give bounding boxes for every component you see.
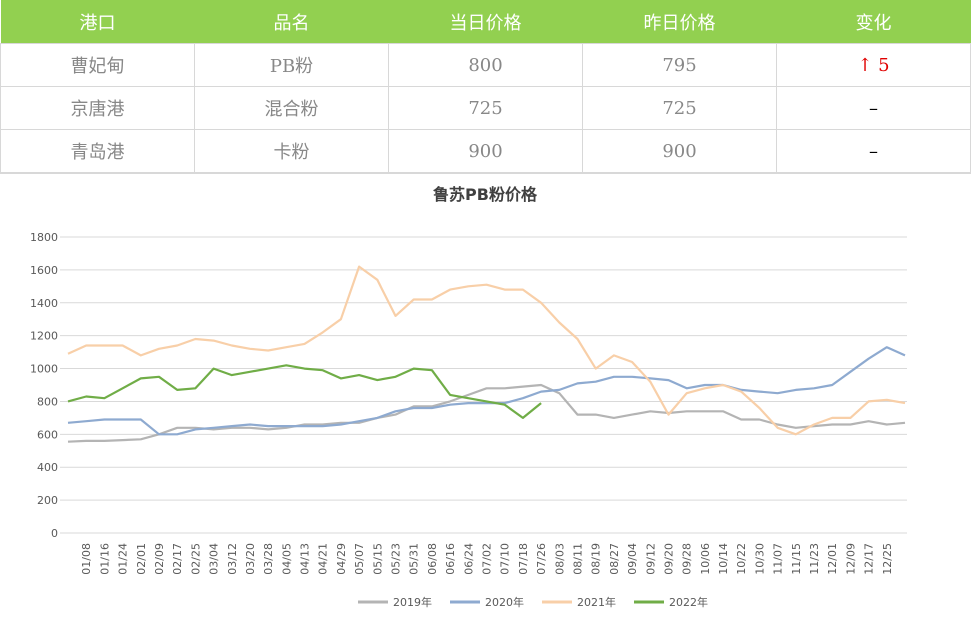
x-tick-label: 08/27 bbox=[608, 543, 621, 575]
x-tick-label: 07/18 bbox=[517, 543, 530, 575]
x-tick-label: 09/28 bbox=[681, 543, 694, 575]
y-tick-label: 1000 bbox=[30, 363, 58, 376]
legend-label: 2022年 bbox=[669, 595, 708, 609]
table-cell: 800 bbox=[388, 43, 583, 87]
table-cell: 混合粉 bbox=[194, 86, 389, 130]
x-tick-label: 07/26 bbox=[535, 543, 548, 575]
x-tick-label: 04/05 bbox=[280, 543, 293, 575]
header-row: 港口 品名 当日价格 昨日价格 变化 bbox=[0, 0, 971, 44]
x-tick-label: 12/09 bbox=[844, 543, 857, 575]
series-line bbox=[67, 265, 906, 436]
x-tick-label: 03/28 bbox=[262, 543, 275, 575]
table-cell: PB粉 bbox=[194, 43, 389, 87]
x-tick-label: 09/12 bbox=[644, 543, 657, 575]
legend-label: 2019年 bbox=[393, 595, 432, 609]
table-cell: 卡粉 bbox=[194, 129, 389, 173]
y-tick-label: 1200 bbox=[30, 330, 58, 343]
table-cell: 京唐港 bbox=[0, 86, 195, 130]
y-tick-label: 1600 bbox=[30, 264, 58, 277]
x-tick-label: 04/29 bbox=[335, 543, 348, 575]
chart: 鲁苏PB粉价格 0 200 400 600 800 1000 1200 1400 1600 180… bbox=[0, 173, 971, 609]
x-tick-label: 11/07 bbox=[772, 543, 785, 575]
legend-label: 2020年 bbox=[485, 595, 524, 609]
x-tick-label: 12/25 bbox=[881, 543, 894, 575]
table-cell: 725 bbox=[388, 86, 583, 130]
table-cell: 曹妃甸 bbox=[0, 43, 195, 87]
table-body: 曹妃甸 PB粉 800 795 ↑ 5 京唐港 混合粉 725 725– 青岛港 卡粉 900 900– bbox=[0, 43, 971, 173]
x-tick-label: 08/11 bbox=[571, 543, 584, 575]
table-cell: 900 bbox=[388, 129, 583, 173]
x-tick-label: 10/06 bbox=[699, 543, 712, 575]
x-tick-label: 10/30 bbox=[753, 543, 766, 575]
y-tick-label: 800 bbox=[37, 395, 58, 408]
x-tick-label: 05/07 bbox=[353, 543, 366, 575]
header-cell: 变化 bbox=[776, 0, 971, 44]
x-tick-label: 07/02 bbox=[481, 543, 494, 575]
x-tick-label: 10/22 bbox=[735, 543, 748, 575]
y-tick-label: 200 bbox=[37, 494, 58, 507]
table-cell: – bbox=[776, 129, 971, 173]
x-tick-label: 12/17 bbox=[863, 543, 876, 575]
y-tick-label: 1400 bbox=[30, 297, 58, 310]
x-tick-label: 02/25 bbox=[189, 543, 202, 575]
table-row: 曹妃甸 PB粉 800 795 ↑ 5 bbox=[0, 43, 971, 87]
header-cell: 昨日价格 bbox=[582, 0, 777, 44]
x-tick-label: 01/16 bbox=[98, 543, 111, 575]
x-tick-label: 12/01 bbox=[826, 543, 839, 575]
series-line bbox=[67, 364, 542, 419]
x-tick-label: 06/16 bbox=[444, 543, 457, 575]
x-tick-label: 01/24 bbox=[117, 543, 130, 575]
x-tick-label: 11/15 bbox=[790, 543, 803, 575]
x-tick-label: 09/20 bbox=[662, 543, 675, 575]
x-tick-label: 07/10 bbox=[499, 543, 512, 575]
x-tick-label: 01/08 bbox=[80, 543, 93, 575]
x-tick-label: 03/12 bbox=[226, 543, 239, 575]
header-cell: 当日价格 bbox=[388, 0, 583, 44]
x-tick-label: 02/17 bbox=[171, 543, 184, 575]
x-tick-label: 03/20 bbox=[244, 543, 257, 575]
chart-title: 鲁苏PB粉价格 bbox=[432, 185, 538, 204]
header-cell: 港口 bbox=[0, 0, 195, 44]
y-tick-label: 400 bbox=[37, 461, 58, 474]
table-cell: 青岛港 bbox=[0, 129, 195, 173]
y-tick-label: 0 bbox=[51, 527, 58, 540]
series-line bbox=[67, 346, 906, 436]
table-cell: ↑ 5 bbox=[776, 43, 971, 87]
x-tick-label: 04/13 bbox=[299, 543, 312, 575]
x-tick-label: 05/31 bbox=[408, 543, 421, 575]
x-tick-label: 10/14 bbox=[717, 543, 730, 575]
x-tick-label: 06/24 bbox=[462, 543, 475, 575]
table-row: 青岛港 卡粉 900 900– bbox=[0, 129, 971, 173]
table-cell: 900 bbox=[582, 129, 777, 173]
x-tick-label: 11/23 bbox=[808, 543, 821, 575]
table-cell: 795 bbox=[582, 43, 777, 87]
y-tick-label: 600 bbox=[37, 428, 58, 441]
x-tick-label: 08/03 bbox=[553, 543, 566, 575]
x-tick-label: 05/23 bbox=[390, 543, 403, 575]
table-row: 京唐港 混合粉 725 725– bbox=[0, 86, 971, 130]
table-cell: – bbox=[776, 86, 971, 130]
x-tick-label: 02/09 bbox=[153, 543, 166, 575]
x-tick-label: 02/01 bbox=[135, 543, 148, 575]
x-tick-label: 03/04 bbox=[208, 543, 221, 575]
x-tick-label: 04/21 bbox=[317, 543, 330, 575]
header-cell: 品名 bbox=[194, 0, 389, 44]
x-tick-label: 05/15 bbox=[371, 543, 384, 575]
table-cell: 725 bbox=[582, 86, 777, 130]
x-tick-label: 09/04 bbox=[626, 543, 639, 575]
price-table: 港口 品名 当日价格 昨日价格 变化 曹妃甸 PB粉 800 795 ↑ 5 京唐港 混合粉 725 7… bbox=[0, 0, 971, 173]
y-tick-label: 1800 bbox=[30, 231, 58, 244]
x-tick-label: 08/19 bbox=[590, 543, 603, 575]
legend-label: 2021年 bbox=[577, 595, 616, 609]
x-tick-label: 06/08 bbox=[426, 543, 439, 575]
